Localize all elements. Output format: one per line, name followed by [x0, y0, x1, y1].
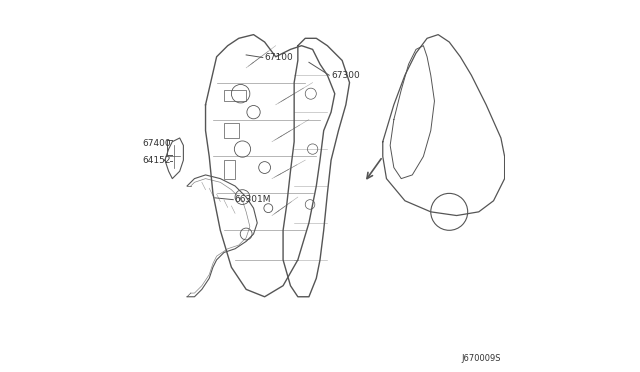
Bar	[224, 160, 235, 179]
Text: 67400: 67400	[143, 139, 172, 148]
Bar	[224, 90, 246, 101]
Bar	[224, 123, 239, 138]
Text: 66301M: 66301M	[234, 195, 271, 204]
Text: J670009S: J670009S	[461, 354, 501, 363]
Text: 67100: 67100	[264, 53, 293, 62]
Text: 67300: 67300	[331, 71, 360, 80]
Text: 64152: 64152	[143, 156, 172, 166]
